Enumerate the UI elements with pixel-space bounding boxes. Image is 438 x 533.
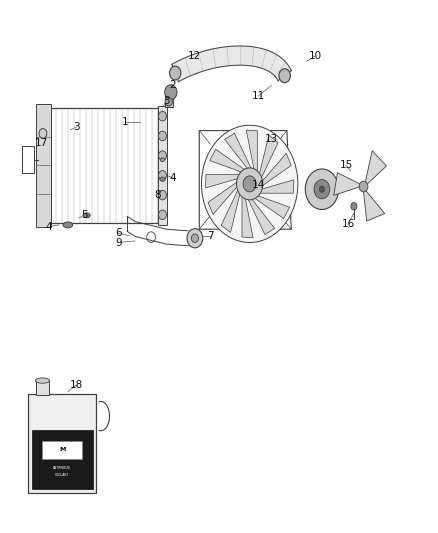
Polygon shape xyxy=(208,182,237,214)
Circle shape xyxy=(351,203,357,210)
Text: COOLANT: COOLANT xyxy=(55,473,70,477)
Polygon shape xyxy=(210,149,245,172)
Circle shape xyxy=(187,229,203,248)
Circle shape xyxy=(170,66,181,80)
Text: 1: 1 xyxy=(121,117,128,126)
Bar xyxy=(158,106,167,225)
Ellipse shape xyxy=(160,158,165,161)
Polygon shape xyxy=(246,130,257,172)
Text: 10: 10 xyxy=(309,51,322,61)
Polygon shape xyxy=(225,133,251,169)
Ellipse shape xyxy=(160,177,165,181)
Text: 3: 3 xyxy=(163,96,170,106)
Text: 14: 14 xyxy=(252,180,265,190)
Bar xyxy=(36,381,49,395)
Circle shape xyxy=(39,128,47,138)
Text: 4: 4 xyxy=(170,173,177,183)
Circle shape xyxy=(159,151,166,160)
Text: 11: 11 xyxy=(252,91,265,101)
Polygon shape xyxy=(205,175,240,188)
Text: 2: 2 xyxy=(170,80,177,90)
Text: 13: 13 xyxy=(265,134,278,143)
Polygon shape xyxy=(254,196,290,219)
Bar xyxy=(165,95,173,107)
Text: M: M xyxy=(59,447,66,452)
Ellipse shape xyxy=(63,222,73,228)
Circle shape xyxy=(319,186,325,192)
Circle shape xyxy=(243,176,256,192)
Polygon shape xyxy=(259,180,294,193)
Circle shape xyxy=(359,181,368,192)
Polygon shape xyxy=(364,190,385,221)
Polygon shape xyxy=(242,196,253,238)
Circle shape xyxy=(165,98,172,106)
Circle shape xyxy=(191,234,198,243)
Text: 8: 8 xyxy=(154,190,161,199)
Bar xyxy=(42,441,82,458)
Bar xyxy=(28,394,96,493)
Polygon shape xyxy=(221,189,240,232)
Bar xyxy=(22,147,34,173)
Polygon shape xyxy=(172,46,291,82)
Circle shape xyxy=(159,210,166,220)
Circle shape xyxy=(279,69,290,83)
Text: 7: 7 xyxy=(207,231,214,240)
Polygon shape xyxy=(334,173,360,196)
Circle shape xyxy=(314,180,330,199)
Circle shape xyxy=(165,85,177,100)
Text: 5: 5 xyxy=(81,210,88,220)
Circle shape xyxy=(201,125,298,243)
Text: 18: 18 xyxy=(70,380,83,390)
Bar xyxy=(32,430,93,489)
Polygon shape xyxy=(262,154,291,186)
Circle shape xyxy=(305,169,339,209)
Bar xyxy=(50,108,158,223)
Circle shape xyxy=(159,190,166,200)
Polygon shape xyxy=(248,199,275,235)
Bar xyxy=(36,104,51,227)
Text: 6: 6 xyxy=(115,229,122,238)
Text: 15: 15 xyxy=(339,160,353,170)
Text: 17: 17 xyxy=(35,138,48,148)
Polygon shape xyxy=(259,135,278,179)
Circle shape xyxy=(159,111,166,121)
Circle shape xyxy=(159,171,166,180)
Text: 4: 4 xyxy=(46,222,53,231)
Circle shape xyxy=(237,168,263,200)
Polygon shape xyxy=(365,151,386,184)
Text: 3: 3 xyxy=(73,122,80,132)
Text: 16: 16 xyxy=(342,219,355,229)
Text: ANTIFREEZE: ANTIFREEZE xyxy=(53,466,71,471)
Ellipse shape xyxy=(35,378,49,383)
Circle shape xyxy=(159,131,166,141)
Text: 9: 9 xyxy=(115,238,122,247)
Text: 12: 12 xyxy=(188,51,201,61)
Ellipse shape xyxy=(83,213,90,217)
